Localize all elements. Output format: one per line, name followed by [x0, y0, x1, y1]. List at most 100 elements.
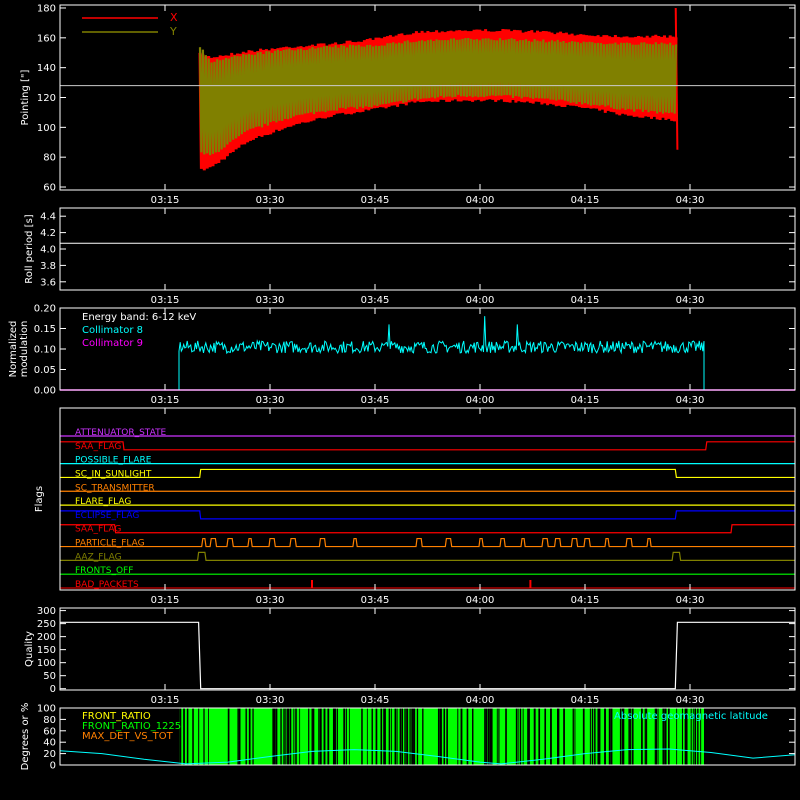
series-y-line: [198, 37, 678, 156]
series-x-line: [198, 28, 678, 171]
x-tick-label: 03:30: [256, 195, 285, 206]
x-tick-label: 03:45: [361, 695, 390, 706]
y-tick-label: 100: [37, 123, 56, 134]
flag-line: [60, 551, 795, 561]
x-tick-label: 03:30: [256, 295, 285, 306]
y-tick-label: 20: [43, 749, 56, 760]
plot-frame: [59, 607, 796, 691]
legend-label: Collimator 9: [82, 338, 143, 349]
y-tick-label: 120: [37, 93, 56, 104]
quality-line: [60, 621, 795, 690]
y-axis-label: Roll period [s]: [24, 214, 35, 283]
y-tick-label: 0.15: [34, 324, 56, 335]
x-tick-label: 03:15: [151, 295, 180, 306]
x-tick-label: 04:15: [571, 195, 600, 206]
panel-flags: ATTENUATOR_STATE SAA_FLAG POSSIBLE_FLARE SC…: [34, 407, 796, 606]
x-tick-label: 04:30: [676, 295, 705, 306]
flag-label: BAD_PACKETS: [75, 580, 139, 590]
y-tick-label: 100: [37, 658, 56, 669]
y-tick-label: 0.05: [34, 365, 56, 376]
flag-label: FLARE_FLAG: [75, 497, 131, 507]
y-tick-label: 50: [43, 671, 56, 682]
y-axis-label: Degrees or %: [20, 703, 31, 771]
x-tick-label: 03:15: [151, 595, 180, 606]
x-tick-label: 03:45: [361, 595, 390, 606]
panel-roll: 03:15 03:30 03:45 04:00 04:15 04:30 3.6 3.8 4.0 4…: [24, 207, 796, 306]
x-tick-label: 04:15: [571, 395, 600, 406]
y-tick-label: 0: [50, 761, 56, 772]
y-axis-label: Flags: [34, 486, 45, 512]
x-tick-label: 04:30: [676, 195, 705, 206]
y-axis-label: Quality: [24, 631, 35, 667]
flag-line: [60, 537, 795, 548]
y-tick-label: 180: [37, 3, 56, 14]
x-tick-label: 04:30: [676, 595, 705, 606]
y-tick-label: 80: [43, 715, 56, 726]
y-tick-label: 300: [37, 606, 56, 617]
x-tick-label: 04:15: [571, 695, 600, 706]
y-axis-label-line2: modulation: [19, 321, 30, 378]
y-tick-label: 40: [43, 738, 56, 749]
y-tick-label: 4.4: [40, 212, 56, 223]
x-tick-label: 04:15: [571, 295, 600, 306]
y-tick-label: 160: [37, 33, 56, 44]
x-tick-label: 03:30: [256, 595, 285, 606]
flag-label: SC_IN_SUNLIGHT: [75, 469, 152, 479]
flag-line: [60, 524, 795, 534]
y-tick-label: 100: [37, 704, 56, 715]
y-tick-label: 150: [37, 645, 56, 656]
y-tick-label: 60: [43, 183, 56, 194]
x-tick-label: 04:15: [571, 595, 600, 606]
y-tick-label: 200: [37, 632, 56, 643]
x-tick-label: 04:30: [676, 695, 705, 706]
y-axis-label: Normalized: [8, 321, 19, 378]
x-tick-label: 04:00: [466, 295, 495, 306]
geomagnetic-latitude-line: [59, 748, 796, 765]
y-tick-label: 140: [37, 63, 56, 74]
x-tick-label: 03:30: [256, 695, 285, 706]
y-tick-label: 3.8: [40, 261, 56, 272]
y-tick-label: 0.10: [34, 345, 56, 356]
y-tick-label: 0.00: [34, 386, 56, 397]
y-tick-label: 3.6: [40, 277, 56, 288]
flag-label: ECLIPSE_FLAG: [75, 511, 139, 521]
flag-label: ATTENUATOR_STATE: [75, 428, 167, 438]
x-tick-label: 04:00: [466, 395, 495, 406]
y-tick-label: 4.2: [40, 228, 56, 239]
flag-line: [60, 468, 795, 479]
x-tick-label: 04:00: [466, 595, 495, 606]
legend-label: FRONT_RATIO: [82, 711, 151, 722]
x-tick-label: 03:30: [256, 395, 285, 406]
y-axis-label: Pointing ["]: [20, 69, 31, 125]
x-tick-label: 03:15: [151, 695, 180, 706]
flag-line: [60, 510, 795, 520]
panel-modulation: 03:15 03:30 03:45 04:00 04:15 04:30 0.00 0.05 0.…: [8, 304, 796, 406]
x-tick-label: 04:30: [676, 395, 705, 406]
plot-frame: [59, 207, 796, 291]
x-tick-label: 03:15: [151, 195, 180, 206]
x-tick-label: 03:45: [361, 295, 390, 306]
legend-label: Y: [169, 25, 177, 38]
y-tick-label: 60: [43, 726, 56, 737]
y-tick-label: 4.0: [40, 245, 56, 256]
flag-label: PARTICLE_FLAG: [75, 539, 145, 549]
flag-label: SAA_FLAG: [75, 442, 121, 452]
legend-label: FRONT_RATIO_1225: [82, 721, 181, 732]
series-x-spike: [674, 7, 679, 150]
legend-label: MAX_DET_VS_TOT: [82, 731, 174, 742]
flag-label: AAZ_FLAG: [75, 552, 122, 562]
x-tick-label: 04:00: [466, 195, 495, 206]
x-tick-label: 03:45: [361, 195, 390, 206]
x-tick-label: 03:45: [361, 395, 390, 406]
x-tick-label: 03:15: [151, 395, 180, 406]
legend-label: Absolute geomagnetic latitude: [614, 711, 768, 722]
flag-label: SAA_FLAG: [75, 525, 121, 535]
panel-quality: 03:15 03:30 03:45 04:00 04:15 04:30 0 50 100 150 2…: [24, 606, 796, 706]
flag-label: SC_TRANSMITTER: [75, 483, 155, 493]
flag-line: [60, 441, 795, 451]
plot-frame: [59, 707, 796, 766]
energy-band-label: Energy band: 6-12 keV: [82, 312, 196, 323]
flag-label: POSSIBLE_FLARE: [75, 456, 152, 466]
